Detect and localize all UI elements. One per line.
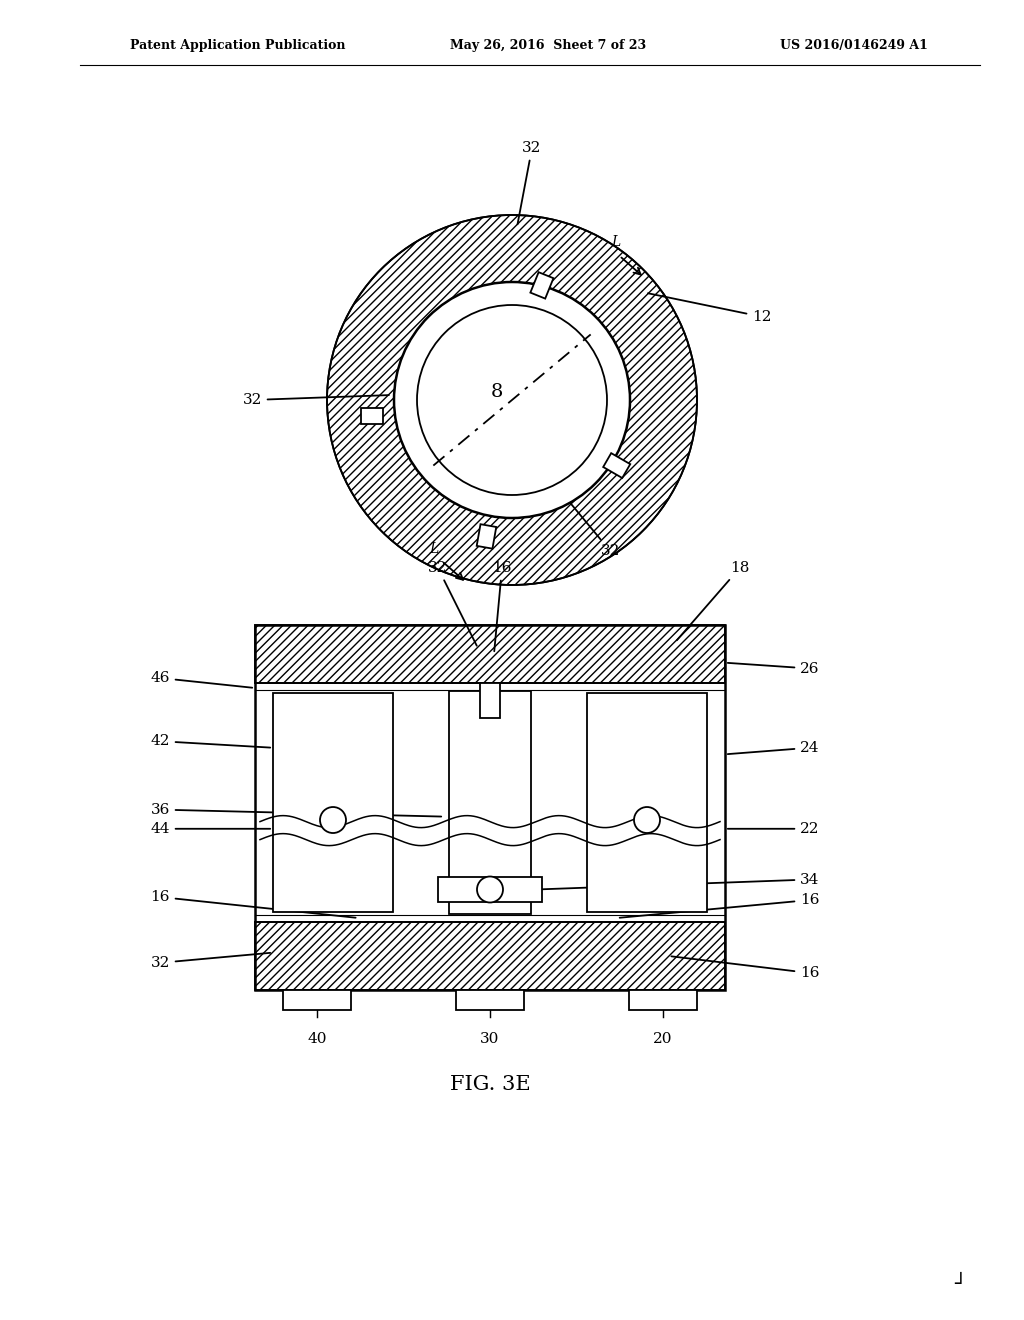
Text: 30: 30: [480, 1032, 500, 1045]
Text: 40: 40: [307, 1032, 327, 1045]
Text: FIG. 3D: FIG. 3D: [471, 651, 553, 669]
Text: May 26, 2016  Sheet 7 of 23: May 26, 2016 Sheet 7 of 23: [450, 38, 646, 51]
Text: 8: 8: [490, 383, 503, 401]
Text: 12: 12: [648, 293, 771, 323]
Text: US 2016/0146249 A1: US 2016/0146249 A1: [780, 38, 928, 51]
Circle shape: [327, 215, 697, 585]
Text: 32: 32: [567, 499, 621, 558]
Text: 36: 36: [151, 803, 441, 817]
Bar: [480, 682, 500, 718]
Bar: [255, 682, 725, 921]
Bar: [438, 876, 542, 902]
Text: FIG. 3E: FIG. 3E: [450, 1076, 530, 1094]
Text: 44: 44: [151, 822, 270, 836]
Bar: [530, 272, 553, 298]
Text: ┘: ┘: [954, 1275, 966, 1295]
Text: 16: 16: [493, 561, 512, 651]
Bar: [456, 990, 524, 1010]
Text: 16: 16: [620, 894, 819, 917]
Text: 32: 32: [151, 953, 270, 970]
Circle shape: [394, 282, 630, 517]
Circle shape: [634, 807, 660, 833]
Bar: [587, 693, 707, 912]
Text: 22: 22: [728, 822, 819, 836]
Text: 16: 16: [151, 890, 355, 917]
Text: 34: 34: [539, 873, 819, 890]
Text: 32: 32: [517, 141, 542, 224]
Bar: [629, 990, 697, 1010]
Text: 32: 32: [428, 561, 477, 645]
Circle shape: [477, 876, 503, 903]
Text: 16: 16: [672, 956, 819, 979]
Text: 46: 46: [151, 671, 252, 688]
Bar: [283, 990, 351, 1010]
Bar: [361, 408, 383, 424]
Text: 32: 32: [243, 393, 389, 407]
Text: 26: 26: [728, 661, 819, 676]
Bar: [477, 524, 497, 549]
Bar: [255, 624, 725, 682]
Bar: [255, 921, 725, 990]
Bar: [273, 693, 393, 912]
Text: Patent Application Publication: Patent Application Publication: [130, 38, 345, 51]
Circle shape: [319, 807, 346, 833]
Bar: [255, 624, 725, 990]
Text: L: L: [611, 235, 621, 248]
Text: L: L: [430, 543, 439, 556]
Text: 20: 20: [653, 1032, 673, 1045]
Text: 24: 24: [728, 741, 819, 755]
Bar: [449, 690, 531, 913]
Text: 42: 42: [151, 734, 270, 748]
Bar: [603, 453, 630, 478]
Text: 18: 18: [677, 561, 750, 640]
Circle shape: [417, 305, 607, 495]
